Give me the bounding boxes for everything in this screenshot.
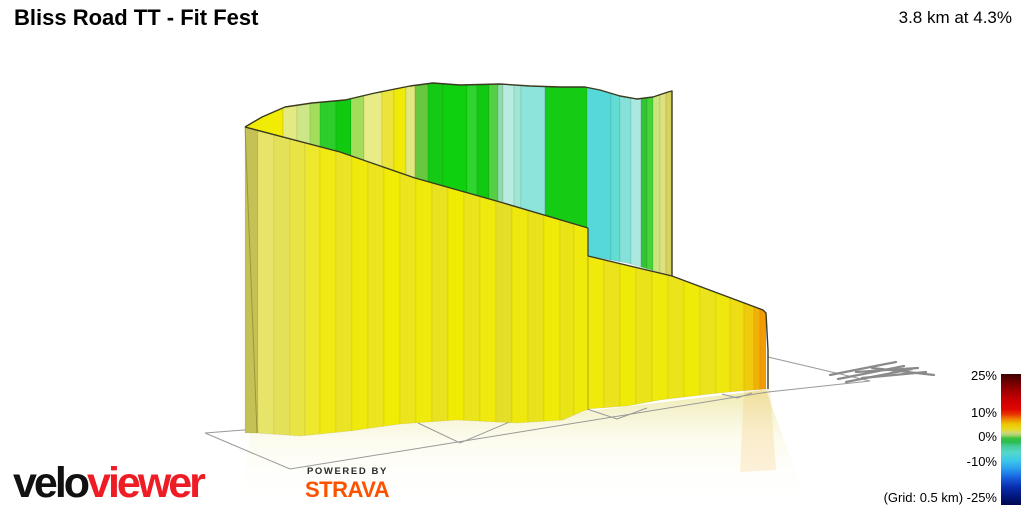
strava-logo: STRAVA [305, 477, 390, 502]
legend-tick-10: 10% [970, 405, 997, 420]
legend-tick-0: 0% [978, 429, 997, 444]
powered-by-label: POWERED BY [307, 466, 388, 477]
gradient-legend-colorbar [1001, 374, 1021, 505]
veloviewer-logo-viewer: viewer [87, 459, 206, 507]
legend-tick-minus10: -10% [966, 454, 997, 469]
legend-tick-25: 25% [970, 368, 997, 383]
legend-grid-and-minus25-label: (Grid: 0.5 km) -25% [883, 490, 997, 505]
page-title: Bliss Road TT - Fit Fest [14, 5, 259, 30]
veloviewer-logo: veloviewer [13, 459, 206, 507]
route-distance-gradient-summary: 3.8 km at 4.3% [898, 8, 1012, 27]
veloviewer-logo-velo: velo [13, 459, 90, 507]
